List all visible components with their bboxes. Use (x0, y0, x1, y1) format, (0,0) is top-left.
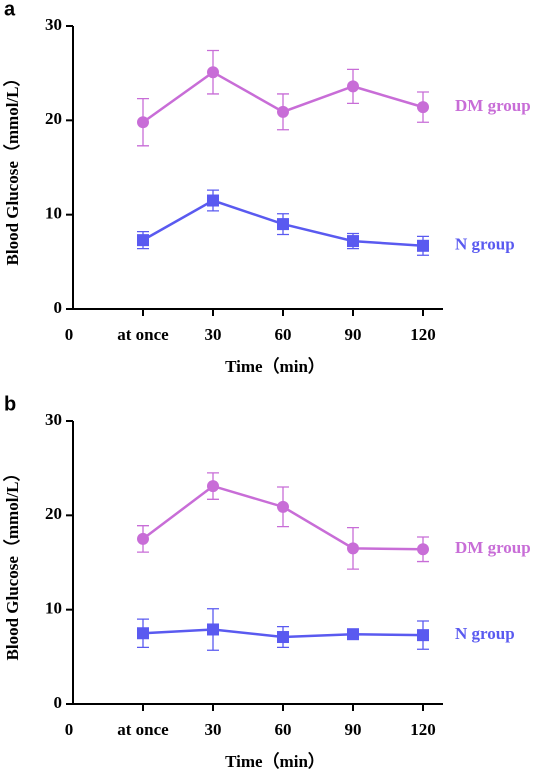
y-tick-label: 10 (45, 204, 62, 223)
marker (207, 194, 219, 207)
x-tick-label: 90 (345, 720, 362, 739)
marker (207, 623, 219, 636)
x-tick-label: 0 (65, 325, 74, 344)
y-axis-label: Blood Glucose（mmol/L） (2, 465, 22, 661)
y-tick-label: 20 (45, 109, 62, 128)
marker (417, 101, 429, 114)
x-axis-label: Time（min） (225, 356, 325, 376)
x-tick-label: 60 (275, 325, 292, 344)
x-tick-label: 120 (410, 325, 436, 344)
marker (137, 116, 149, 129)
y-tick-label: 30 (45, 15, 62, 34)
y-tick-label: 0 (54, 298, 63, 317)
marker (417, 239, 429, 252)
marker (277, 105, 289, 118)
y-tick-label: 0 (54, 693, 63, 712)
marker (277, 631, 289, 644)
marker (347, 80, 359, 93)
y-tick-label: 20 (45, 504, 62, 523)
x-tick-label: 30 (205, 325, 222, 344)
y-axis-label: Blood Glucose（mmol/L） (2, 70, 22, 266)
marker (417, 629, 429, 642)
x-tick-label: at once (117, 325, 169, 344)
marker (137, 532, 149, 545)
series-label: N group (455, 235, 515, 254)
x-tick-label: 90 (345, 325, 362, 344)
series-label: DM group (455, 538, 531, 557)
x-tick-label: 30 (205, 720, 222, 739)
marker (137, 627, 149, 640)
marker (137, 234, 149, 247)
panel-label: a (4, 0, 16, 20)
marker (347, 628, 359, 641)
marker (207, 480, 219, 493)
x-tick-label: 120 (410, 720, 436, 739)
marker (347, 542, 359, 555)
marker (277, 218, 289, 231)
x-tick-label: 0 (65, 720, 74, 739)
y-tick-label: 10 (45, 599, 62, 618)
x-tick-label: at once (117, 720, 169, 739)
series-label: N group (455, 624, 515, 643)
marker (207, 66, 219, 79)
marker (277, 500, 289, 513)
marker (347, 235, 359, 248)
series-label: DM group (455, 96, 531, 115)
x-axis-label: Time（min） (225, 751, 325, 771)
marker (417, 543, 429, 556)
x-tick-label: 60 (275, 720, 292, 739)
y-tick-label: 30 (45, 410, 62, 429)
panel-label: b (4, 393, 16, 415)
